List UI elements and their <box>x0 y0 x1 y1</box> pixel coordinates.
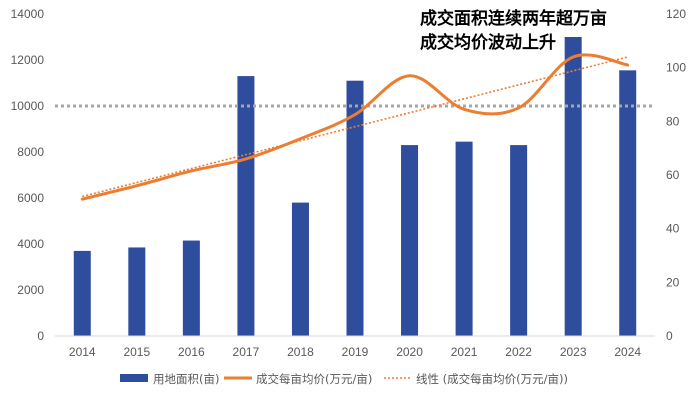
chart-title-line-2: 成交均价波动上升 <box>420 32 556 53</box>
x-tick-label: 2020 <box>396 345 423 359</box>
chart-title: 成交面积连续两年超万亩 成交均价波动上升 <box>420 8 607 53</box>
bar-2017 <box>237 76 255 336</box>
left-tick-label: 8000 <box>17 145 44 159</box>
bar-2021 <box>455 141 473 336</box>
x-tick-label: 2015 <box>123 345 150 359</box>
area-bars <box>73 37 637 336</box>
left-axis-ticks: 0 2000 4000 6000 8000 10000 12000 14000 <box>11 7 45 343</box>
x-axis-ticks: 2014 2015 2016 2017 2018 2019 2020 2021 2022 2023… <box>69 345 641 359</box>
x-tick-label: 2014 <box>69 345 96 359</box>
price-line <box>80 53 630 201</box>
left-tick-label: 6000 <box>17 191 44 205</box>
x-tick-label: 2023 <box>560 345 587 359</box>
x-tick-label: 2021 <box>451 345 478 359</box>
legend-trend-label: 线性 (成交每亩均价(万元/亩)) <box>416 372 568 386</box>
right-tick-label: 0 <box>666 329 673 343</box>
legend-item-price: 成交每亩均价(万元/亩) <box>224 372 372 386</box>
x-tick-label: 2019 <box>342 345 369 359</box>
left-tick-label: 10000 <box>11 99 45 113</box>
bar-2022 <box>510 145 528 336</box>
right-tick-label: 120 <box>666 7 686 21</box>
x-tick-label: 2017 <box>233 345 260 359</box>
legend-line-label: 成交每亩均价(万元/亩) <box>256 372 372 386</box>
left-tick-label: 12000 <box>11 53 45 67</box>
x-tick-label: 2018 <box>287 345 314 359</box>
chart-title-line-1: 成交面积连续两年超万亩 <box>420 8 607 29</box>
bar-2018 <box>291 202 309 336</box>
legend: 用地面积(亩) 成交每亩均价(万元/亩) 线性 (成交每亩均价(万元/亩)) <box>120 372 568 386</box>
right-tick-label: 40 <box>666 222 680 236</box>
right-tick-label: 80 <box>666 114 680 128</box>
right-tick-label: 100 <box>666 61 686 75</box>
left-tick-label: 0 <box>37 329 44 343</box>
x-tick-label: 2024 <box>614 345 641 359</box>
left-tick-label: 2000 <box>17 283 44 297</box>
legend-item-trend: 线性 (成交每亩均价(万元/亩)) <box>384 372 568 386</box>
bar-2024 <box>619 70 637 336</box>
x-tick-label: 2022 <box>505 345 532 359</box>
bar-2014 <box>73 250 91 336</box>
right-tick-label: 60 <box>666 168 680 182</box>
left-tick-label: 14000 <box>11 7 45 21</box>
x-tick-label: 2016 <box>178 345 205 359</box>
legend-bar-label: 用地面积(亩) <box>153 372 219 386</box>
right-axis-ticks: 0 20 40 60 80 100 120 <box>666 7 686 343</box>
legend-item-bars: 用地面积(亩) <box>120 372 219 386</box>
price-trendline <box>82 56 628 198</box>
bar-2016 <box>182 240 200 336</box>
bar-2023 <box>564 37 582 336</box>
left-tick-label: 4000 <box>17 237 44 251</box>
bar-2015 <box>128 247 146 336</box>
legend-bar-swatch <box>120 374 148 382</box>
bar-2020 <box>401 145 419 336</box>
right-tick-label: 20 <box>666 275 680 289</box>
bar-2019 <box>346 80 364 336</box>
